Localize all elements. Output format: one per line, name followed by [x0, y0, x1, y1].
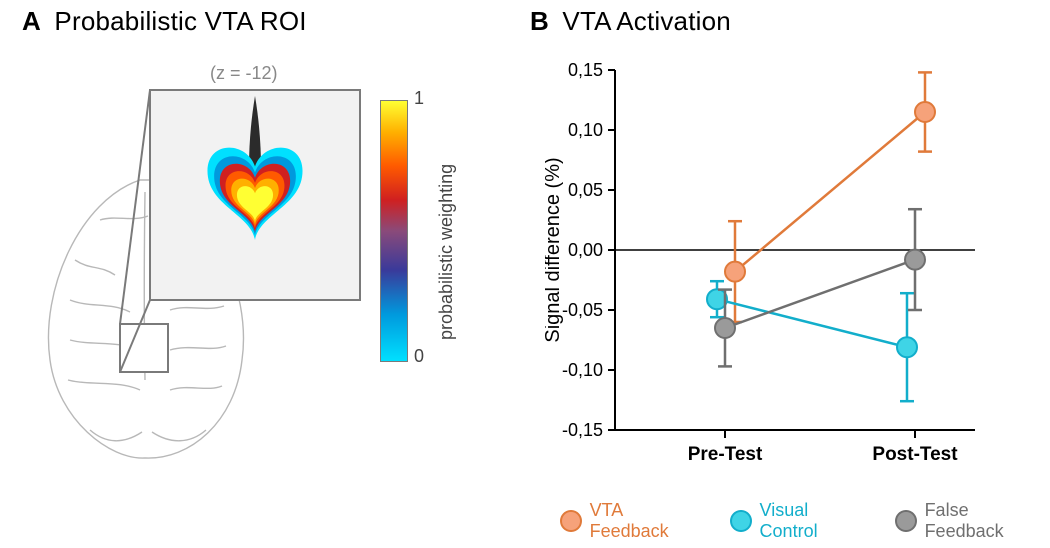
panelB-letter: B: [530, 6, 549, 36]
colorbar-tick-top: 1: [414, 88, 424, 109]
figure-root: A Probabilistic VTA ROI B VTA Activation: [0, 0, 1050, 548]
colorbar-tick-bottom: 0: [414, 346, 424, 367]
colorbar-label: probabilistic weighting: [436, 164, 457, 340]
legend-label: Visual Control: [760, 500, 869, 542]
data-point: [715, 318, 735, 338]
data-point: [905, 250, 925, 270]
y-axis-label: Signal difference (%): [545, 157, 564, 342]
y-tick-label: -0,15: [562, 420, 603, 440]
panelB-title-text: VTA Activation: [556, 6, 731, 36]
selection-box: [120, 324, 168, 372]
panelB: -0,15 -0,10 -0,05 0,00 0,05 0,10 0,15 Signal di…: [545, 60, 1025, 480]
panelB-title: B VTA Activation: [530, 6, 731, 37]
data-point: [915, 102, 935, 122]
legend-swatch: [895, 510, 917, 532]
legend-item: Visual Control: [730, 500, 869, 542]
legend-item: False Feedback: [895, 500, 1050, 542]
y-tick-label: -0,05: [562, 300, 603, 320]
panelA: (z = -12) 1 0 probabilistic weighting: [20, 60, 500, 480]
y-tick-label: -0,10: [562, 360, 603, 380]
panelA-letter: A: [22, 6, 41, 36]
legend-label: False Feedback: [925, 500, 1050, 542]
legend-swatch: [730, 510, 752, 532]
colorbar-bar: [380, 100, 408, 362]
connector-line-1: [120, 90, 150, 324]
y-tick-label: 0,05: [568, 180, 603, 200]
x-category-label: Pre-Test: [688, 444, 763, 465]
series-line: [717, 299, 907, 347]
y-tick-label: 0,00: [568, 240, 603, 260]
legend-swatch: [560, 510, 582, 532]
series-line: [735, 112, 925, 272]
legend-label: VTA Feedback: [590, 500, 704, 542]
y-tick-label: 0,15: [568, 60, 603, 80]
brain-roi-svg: [20, 60, 380, 460]
x-category-label: Post-Test: [872, 444, 958, 465]
data-point: [725, 262, 745, 282]
series-line: [725, 260, 915, 328]
legend-item: VTA Feedback: [560, 500, 704, 542]
data-point: [897, 337, 917, 357]
panelA-title-text: Probabilistic VTA ROI: [48, 6, 306, 36]
y-tick-label: 0,10: [568, 120, 603, 140]
colorbar: 1 0 probabilistic weighting: [380, 100, 408, 362]
slice-note: (z = -12): [210, 63, 278, 84]
legend: VTA Feedback Visual Control False Feedback: [560, 500, 1050, 542]
panelA-title: A Probabilistic VTA ROI: [22, 6, 307, 37]
activation-chart: -0,15 -0,10 -0,05 0,00 0,05 0,10 0,15 Signal di…: [545, 60, 1015, 480]
